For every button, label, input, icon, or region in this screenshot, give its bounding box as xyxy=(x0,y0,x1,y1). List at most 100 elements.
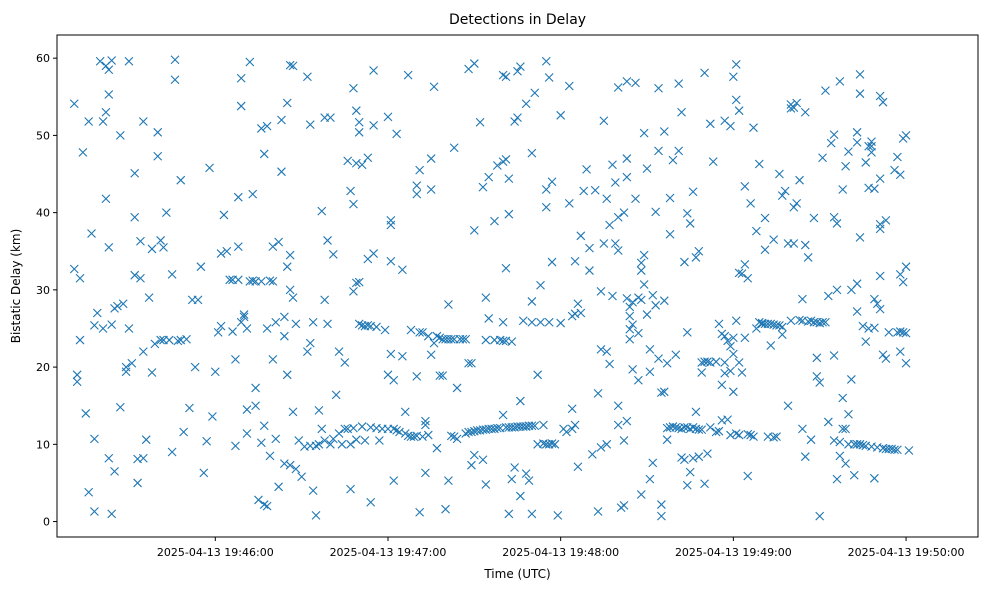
data-point xyxy=(469,226,479,235)
data-point xyxy=(397,265,407,275)
data-point xyxy=(308,486,318,496)
data-point xyxy=(875,271,885,281)
data-point xyxy=(610,239,620,248)
x-axis: 2025-04-13 19:46:00 2025-04-13 19:47:00 20… xyxy=(157,537,965,559)
data-point xyxy=(720,368,730,378)
data-point xyxy=(426,350,436,360)
data-point xyxy=(107,320,117,330)
x-tick-label: 2025-04-13 19:50:00 xyxy=(848,546,965,559)
data-point xyxy=(726,430,735,440)
data-point xyxy=(734,358,744,367)
data-point xyxy=(383,112,393,122)
data-point xyxy=(688,453,698,463)
data-point xyxy=(795,315,804,325)
chart-title: Detections in Delay xyxy=(449,12,586,28)
data-point xyxy=(314,439,324,449)
data-point xyxy=(821,317,830,327)
data-point xyxy=(216,321,226,331)
data-point xyxy=(248,276,258,285)
y-tick-label: 50 xyxy=(36,129,50,142)
data-point xyxy=(723,336,732,346)
data-point xyxy=(858,321,868,331)
data-point xyxy=(818,153,827,163)
data-point xyxy=(815,511,825,521)
data-point xyxy=(328,249,338,259)
data-point xyxy=(622,416,632,426)
data-point xyxy=(901,358,911,368)
data-point xyxy=(285,250,295,260)
data-point xyxy=(156,335,166,345)
data-point xyxy=(415,507,425,517)
data-point xyxy=(665,229,675,239)
data-point xyxy=(680,422,689,432)
data-point xyxy=(812,353,822,363)
data-point xyxy=(412,371,422,381)
data-point xyxy=(746,198,756,208)
data-point xyxy=(518,316,528,326)
data-point xyxy=(354,127,364,137)
data-point xyxy=(596,287,606,296)
data-point xyxy=(602,347,612,357)
data-point xyxy=(841,161,850,171)
data-point xyxy=(233,275,243,285)
data-point xyxy=(115,131,125,140)
data-point xyxy=(585,243,594,253)
data-point xyxy=(351,435,361,445)
data-point xyxy=(481,293,491,302)
data-point xyxy=(170,75,180,85)
data-point xyxy=(570,256,580,266)
data-point xyxy=(639,128,649,138)
data-point xyxy=(703,449,712,458)
data-point xyxy=(527,297,537,306)
data-point xyxy=(749,432,758,441)
data-point xyxy=(435,371,445,380)
data-point xyxy=(547,257,557,267)
data-point xyxy=(421,416,430,426)
data-point xyxy=(835,76,845,86)
data-point xyxy=(389,424,399,434)
data-point xyxy=(576,308,586,318)
data-point xyxy=(628,365,638,374)
data-point xyxy=(636,266,646,275)
data-point xyxy=(743,429,753,439)
data-point xyxy=(789,202,799,212)
data-point xyxy=(259,149,269,159)
data-point xyxy=(867,141,876,151)
data-point xyxy=(533,370,543,380)
data-point xyxy=(576,231,586,241)
data-point xyxy=(852,279,862,289)
data-point xyxy=(726,341,735,351)
data-point xyxy=(841,424,850,434)
data-point xyxy=(326,439,335,449)
data-point xyxy=(743,273,753,283)
data-point xyxy=(176,175,186,185)
data-point xyxy=(622,76,632,86)
data-point xyxy=(904,446,914,455)
data-point xyxy=(277,167,286,177)
data-point xyxy=(743,471,753,481)
data-point xyxy=(484,314,494,323)
data-point xyxy=(659,127,669,136)
data-point xyxy=(357,422,367,431)
data-point xyxy=(421,420,430,430)
data-point xyxy=(622,293,632,303)
data-point xyxy=(351,106,361,116)
data-point xyxy=(92,308,102,318)
data-point xyxy=(705,422,715,432)
data-point xyxy=(685,467,695,477)
data-point xyxy=(90,507,99,516)
data-point xyxy=(622,154,632,163)
data-point xyxy=(645,367,655,377)
data-point xyxy=(631,78,640,88)
data-point xyxy=(498,410,508,420)
data-point xyxy=(573,462,583,472)
data-point xyxy=(869,294,879,304)
data-point xyxy=(740,333,750,343)
data-point xyxy=(320,436,330,445)
data-point xyxy=(475,117,485,127)
data-point xyxy=(708,157,718,167)
data-point xyxy=(69,264,79,274)
data-point xyxy=(357,160,367,170)
data-point xyxy=(504,174,514,184)
